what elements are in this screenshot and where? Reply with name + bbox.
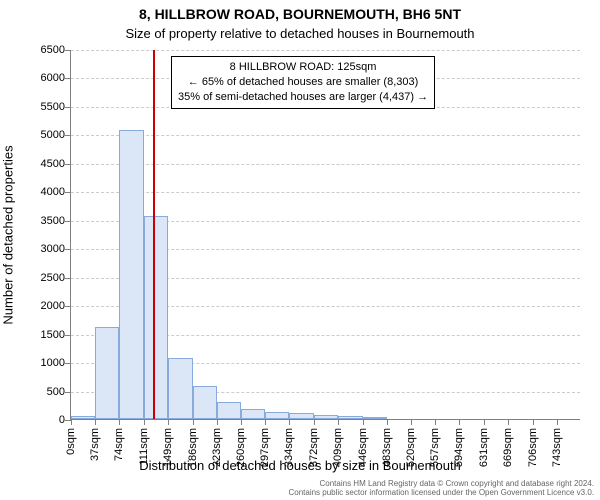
footer-line1: Contains HM Land Registry data © Crown c… (288, 479, 594, 489)
y-tick (65, 306, 71, 307)
x-tick (484, 419, 485, 425)
histogram-bar (265, 412, 289, 419)
x-tick (557, 419, 558, 425)
annotation-box: 8 HILLBROW ROAD: 125sqm ← 65% of detache… (171, 56, 435, 109)
x-tick (168, 419, 169, 425)
y-tick-label: 5000 (15, 129, 65, 141)
x-tick (119, 419, 120, 425)
y-tick-label: 500 (15, 386, 65, 398)
y-axis-label: Number of detached properties (1, 145, 16, 324)
x-tick (363, 419, 364, 425)
marker-line (153, 50, 155, 419)
x-tick-label: 74sqm (113, 428, 125, 461)
histogram-bar (314, 415, 338, 419)
y-tick (65, 107, 71, 108)
histogram-bar (363, 417, 387, 419)
y-tick (65, 249, 71, 250)
y-tick (65, 221, 71, 222)
plot-area: 0500100015002000250030003500400045005000… (70, 50, 580, 420)
y-tick-label: 5500 (15, 101, 65, 113)
histogram-bar (289, 413, 313, 419)
histogram-bar (241, 409, 265, 419)
y-tick (65, 363, 71, 364)
chart-subtitle: Size of property relative to detached ho… (0, 26, 600, 41)
y-tick-label: 3500 (15, 215, 65, 227)
y-tick-label: 1000 (15, 357, 65, 369)
y-tick-label: 4000 (15, 186, 65, 198)
histogram-bar (71, 416, 95, 419)
y-tick (65, 78, 71, 79)
y-tick-label: 6000 (15, 72, 65, 84)
histogram-bar (338, 416, 362, 419)
x-tick (95, 419, 96, 425)
x-tick (338, 419, 339, 425)
y-tick (65, 392, 71, 393)
gridline (71, 135, 580, 136)
x-tick (387, 419, 388, 425)
y-tick-label: 2500 (15, 272, 65, 284)
histogram-bar (217, 402, 241, 419)
annotation-line3: 35% of semi-detached houses are larger (… (178, 90, 428, 105)
x-tick (508, 419, 509, 425)
x-tick (265, 419, 266, 425)
x-tick (193, 419, 194, 425)
y-tick-label: 3000 (15, 243, 65, 255)
histogram-bar (168, 358, 192, 419)
x-tick-label: 0sqm (65, 428, 77, 455)
gridline (71, 192, 580, 193)
x-tick (241, 419, 242, 425)
gridline (71, 164, 580, 165)
y-tick (65, 50, 71, 51)
y-tick-label: 0 (15, 414, 65, 426)
y-tick (65, 335, 71, 336)
x-tick (459, 419, 460, 425)
y-tick-label: 2000 (15, 300, 65, 312)
x-tick-label: 37sqm (89, 428, 101, 461)
footer-line2: Contains public sector information licen… (288, 488, 594, 498)
x-tick (435, 419, 436, 425)
y-tick (65, 192, 71, 193)
histogram-bar (193, 386, 217, 419)
y-tick (65, 135, 71, 136)
annotation-line1: 8 HILLBROW ROAD: 125sqm (178, 60, 428, 75)
x-axis-label: Distribution of detached houses by size … (0, 458, 600, 473)
y-tick-label: 4500 (15, 158, 65, 170)
annotation-line2: ← 65% of detached houses are smaller (8,… (178, 75, 428, 90)
histogram-bar (144, 216, 168, 419)
y-tick (65, 164, 71, 165)
gridline (71, 50, 580, 51)
histogram-bar (119, 130, 143, 419)
y-tick (65, 278, 71, 279)
histogram-bar (95, 327, 119, 419)
chart-title: 8, HILLBROW ROAD, BOURNEMOUTH, BH6 5NT (0, 6, 600, 22)
x-tick (411, 419, 412, 425)
x-tick (144, 419, 145, 425)
chart-container: { "title_line1": "8, HILLBROW ROAD, BOUR… (0, 0, 600, 500)
x-tick (217, 419, 218, 425)
x-tick (314, 419, 315, 425)
y-tick-label: 1500 (15, 329, 65, 341)
x-tick (71, 419, 72, 425)
footer-attribution: Contains HM Land Registry data © Crown c… (288, 479, 594, 498)
x-tick (533, 419, 534, 425)
x-tick (289, 419, 290, 425)
y-tick-label: 6500 (15, 44, 65, 56)
